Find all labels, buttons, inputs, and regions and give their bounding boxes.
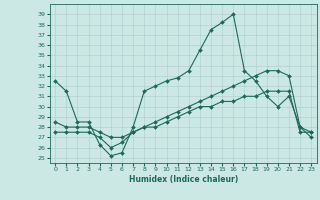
X-axis label: Humidex (Indice chaleur): Humidex (Indice chaleur) [129, 175, 238, 184]
